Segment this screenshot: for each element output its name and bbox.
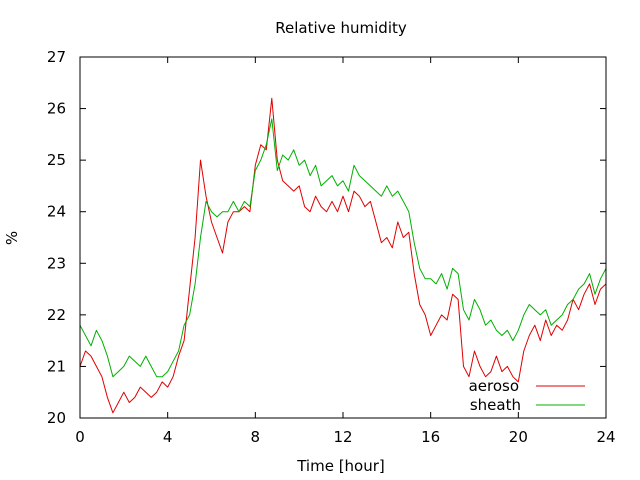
series-line-aeroso xyxy=(79,97,607,414)
x-tick-label: 8 xyxy=(251,428,261,446)
x-tick-label: 24 xyxy=(596,428,615,446)
x-tick-label: 16 xyxy=(421,428,440,446)
y-tick-label: 27 xyxy=(47,48,66,66)
x-axis-label: Time [hour] xyxy=(296,457,385,475)
y-tick-label: 24 xyxy=(47,203,66,221)
x-tick-label: 20 xyxy=(509,428,528,446)
x-tick-label: 0 xyxy=(75,428,85,446)
y-axis-label: % xyxy=(3,231,21,245)
y-axis: 20 21 22 23 24 25 26 27 xyxy=(47,48,606,427)
series-layer xyxy=(79,97,607,414)
y-tick-label: 22 xyxy=(47,306,66,324)
x-tick-label: 4 xyxy=(163,428,173,446)
legend-label-aeroso: aeroso xyxy=(469,377,519,395)
x-tick-label: 12 xyxy=(333,428,352,446)
y-tick-label: 21 xyxy=(47,357,66,375)
x-axis: 0 4 8 12 16 20 24 xyxy=(75,57,616,446)
y-tick-label: 26 xyxy=(47,100,66,118)
y-tick-label: 23 xyxy=(47,254,66,272)
legend: aeroso sheath xyxy=(469,377,585,414)
chart-title: Relative humidity xyxy=(275,19,407,37)
legend-label-sheath: sheath xyxy=(470,396,521,414)
y-tick-label: 20 xyxy=(47,409,66,427)
y-tick-label: 25 xyxy=(47,151,66,169)
series-line-sheath xyxy=(79,118,607,378)
